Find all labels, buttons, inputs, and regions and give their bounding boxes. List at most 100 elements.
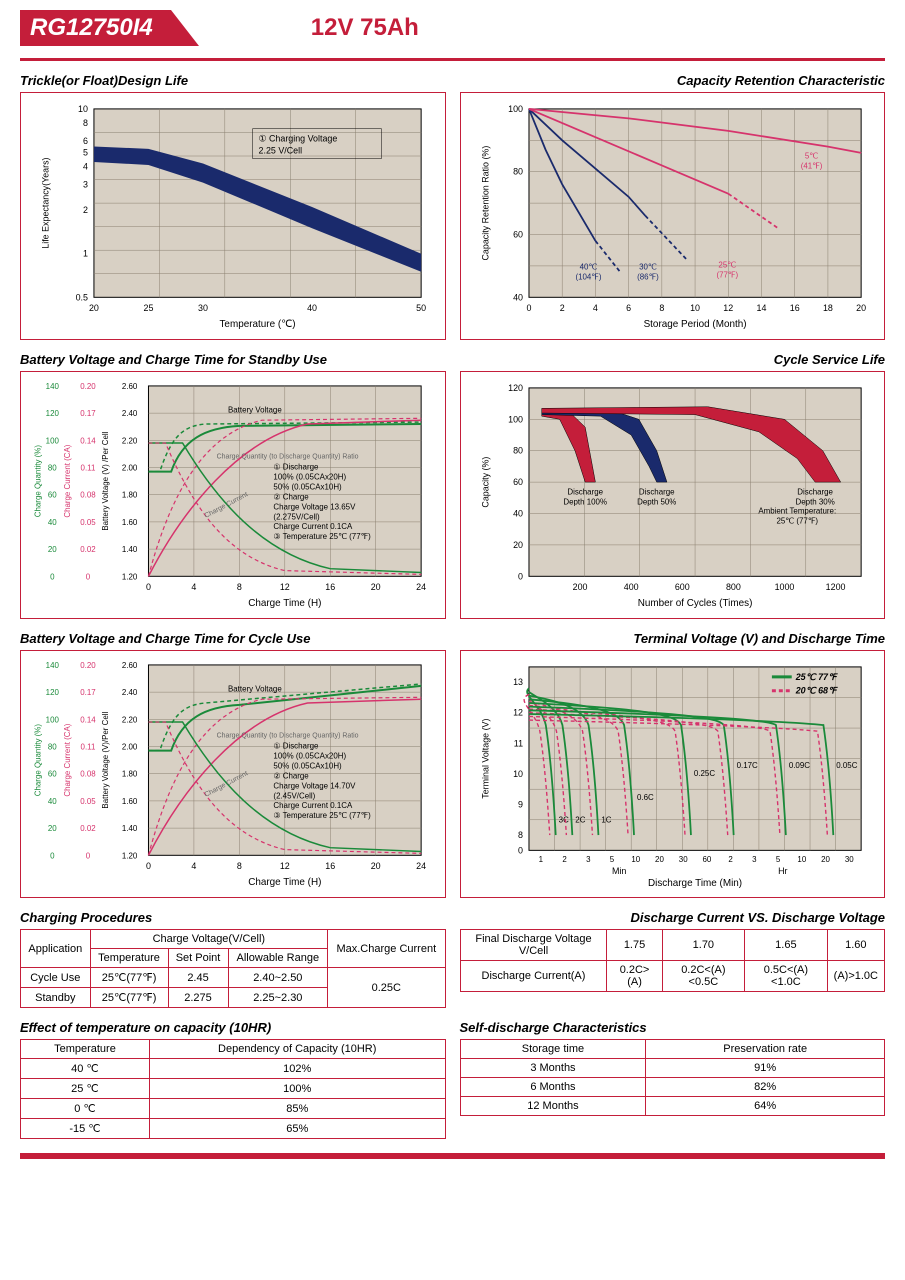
svg-text:0.6C: 0.6C xyxy=(636,793,653,802)
svg-text:0.08: 0.08 xyxy=(80,491,96,500)
svg-text:Depth 30%: Depth 30% xyxy=(795,498,834,507)
svg-text:400: 400 xyxy=(623,582,638,592)
svg-text:200: 200 xyxy=(572,582,587,592)
svg-text:0: 0 xyxy=(86,851,91,860)
svg-text:40: 40 xyxy=(48,797,57,806)
svg-text:1200: 1200 xyxy=(825,582,845,592)
svg-text:1.20: 1.20 xyxy=(122,851,138,860)
svg-text:8: 8 xyxy=(83,118,88,128)
svg-text:1: 1 xyxy=(83,249,88,259)
svg-text:100: 100 xyxy=(46,436,60,445)
svg-text:2.25 V/Cell: 2.25 V/Cell xyxy=(259,146,303,156)
svg-text:② Charge: ② Charge xyxy=(273,771,309,780)
svg-text:4: 4 xyxy=(191,861,196,871)
trickle-title: Trickle(or Float)Design Life xyxy=(20,73,446,88)
svg-text:12: 12 xyxy=(280,582,290,592)
svg-text:2.00: 2.00 xyxy=(122,463,138,472)
svg-text:Charge Current 0.1CA: Charge Current 0.1CA xyxy=(273,801,353,810)
standby-title: Battery Voltage and Charge Time for Stan… xyxy=(20,352,446,367)
svg-text:0: 0 xyxy=(526,303,531,313)
svg-text:50: 50 xyxy=(416,303,426,313)
svg-text:Charge Time (H): Charge Time (H) xyxy=(248,877,321,888)
svg-text:Charge Current (CA): Charge Current (CA) xyxy=(63,444,72,517)
svg-text:60: 60 xyxy=(48,770,57,779)
svg-text:600: 600 xyxy=(674,582,689,592)
svg-text:4: 4 xyxy=(592,303,597,313)
svg-text:16: 16 xyxy=(325,582,335,592)
svg-text:2: 2 xyxy=(559,303,564,313)
svg-text:25: 25 xyxy=(144,303,154,313)
svg-text:(41℉): (41℉) xyxy=(800,161,822,170)
svg-text:16: 16 xyxy=(325,861,335,871)
svg-text:Ambient Temperature:: Ambient Temperature: xyxy=(758,507,836,516)
svg-text:0.02: 0.02 xyxy=(80,824,95,833)
svg-text:0.14: 0.14 xyxy=(80,436,96,445)
svg-text:4: 4 xyxy=(83,162,88,172)
spec-title: 12V 75Ah xyxy=(311,14,419,42)
svg-text:1000: 1000 xyxy=(774,582,794,592)
svg-text:8: 8 xyxy=(659,303,664,313)
tempcap-table: TemperatureDependency of Capacity (10HR)… xyxy=(20,1039,446,1139)
svg-text:1C: 1C xyxy=(601,816,611,825)
svg-text:Charge Current 0.1CA: Charge Current 0.1CA xyxy=(273,522,353,531)
svg-text:0.05: 0.05 xyxy=(80,518,96,527)
svg-text:Capacity Retention Ratio (%): Capacity Retention Ratio (%) xyxy=(480,146,490,261)
svg-text:20: 20 xyxy=(371,861,381,871)
cyclelife-chart: 02040608010012020040060080010001200Disch… xyxy=(460,371,886,619)
svg-text:① Discharge: ① Discharge xyxy=(273,742,319,751)
svg-text:50% (0.05CAx10H): 50% (0.05CAx10H) xyxy=(273,483,342,492)
svg-text:2.40: 2.40 xyxy=(122,688,138,697)
svg-text:3: 3 xyxy=(752,855,757,864)
svg-text:2: 2 xyxy=(728,855,732,864)
svg-text:0.14: 0.14 xyxy=(80,715,96,724)
svg-text:2: 2 xyxy=(83,205,88,215)
dischargev-table: Final Discharge Voltage V/Cell1.751.701.… xyxy=(460,929,886,992)
svg-text:2C: 2C xyxy=(575,816,585,825)
svg-text:0.17C: 0.17C xyxy=(736,761,757,770)
svg-text:800: 800 xyxy=(725,582,740,592)
svg-text:Battery Voltage: Battery Voltage xyxy=(228,406,282,415)
svg-text:12: 12 xyxy=(723,303,733,313)
svg-text:20℃ 68℉: 20℃ 68℉ xyxy=(794,686,837,696)
svg-text:① Charging Voltage: ① Charging Voltage xyxy=(259,134,338,144)
svg-text:0: 0 xyxy=(518,845,523,855)
svg-text:0: 0 xyxy=(86,572,91,581)
model-banner: RG12750I4 xyxy=(20,10,171,46)
svg-text:Depth 100%: Depth 100% xyxy=(563,498,607,507)
svg-text:60: 60 xyxy=(513,229,523,239)
svg-text:Discharge: Discharge xyxy=(567,488,603,497)
svg-text:Battery Voltage (V) /Per Cell: Battery Voltage (V) /Per Cell xyxy=(101,431,110,530)
svg-text:40: 40 xyxy=(307,303,317,313)
svg-text:24: 24 xyxy=(416,582,426,592)
svg-text:0: 0 xyxy=(518,571,523,581)
svg-text:(86℉): (86℉) xyxy=(637,272,659,281)
svg-text:(104℉): (104℉) xyxy=(575,272,601,281)
svg-text:40: 40 xyxy=(513,292,523,302)
svg-text:0.20: 0.20 xyxy=(80,382,96,391)
svg-text:5: 5 xyxy=(83,147,88,157)
svg-text:1.60: 1.60 xyxy=(122,518,138,527)
svg-text:100: 100 xyxy=(508,414,523,424)
dischargev-title: Discharge Current VS. Discharge Voltage xyxy=(460,910,886,925)
svg-text:6: 6 xyxy=(83,136,88,146)
svg-text:0.09C: 0.09C xyxy=(788,761,809,770)
svg-text:30: 30 xyxy=(198,303,208,313)
svg-text:140: 140 xyxy=(46,382,60,391)
trickle-chart: 0.51234568102025304050Temperature (℃)Lif… xyxy=(20,92,446,340)
svg-text:1.40: 1.40 xyxy=(122,824,138,833)
svg-text:8: 8 xyxy=(237,861,242,871)
svg-text:10: 10 xyxy=(78,104,88,114)
svg-text:40℃: 40℃ xyxy=(579,263,597,272)
svg-text:0.05: 0.05 xyxy=(80,797,96,806)
svg-text:Discharge: Discharge xyxy=(638,488,674,497)
svg-text:100: 100 xyxy=(508,104,523,114)
svg-text:80: 80 xyxy=(48,463,57,472)
svg-text:0.17: 0.17 xyxy=(80,688,95,697)
svg-text:0.20: 0.20 xyxy=(80,661,96,670)
svg-text:③ Temperature 25℃ (77℉): ③ Temperature 25℃ (77℉) xyxy=(273,811,371,820)
svg-text:① Discharge: ① Discharge xyxy=(273,463,319,472)
svg-text:Charge Time (H): Charge Time (H) xyxy=(248,598,321,609)
svg-text:Battery Voltage (V)/Per Cell: Battery Voltage (V)/Per Cell xyxy=(101,711,110,808)
svg-text:120: 120 xyxy=(46,688,60,697)
svg-text:2: 2 xyxy=(562,855,566,864)
